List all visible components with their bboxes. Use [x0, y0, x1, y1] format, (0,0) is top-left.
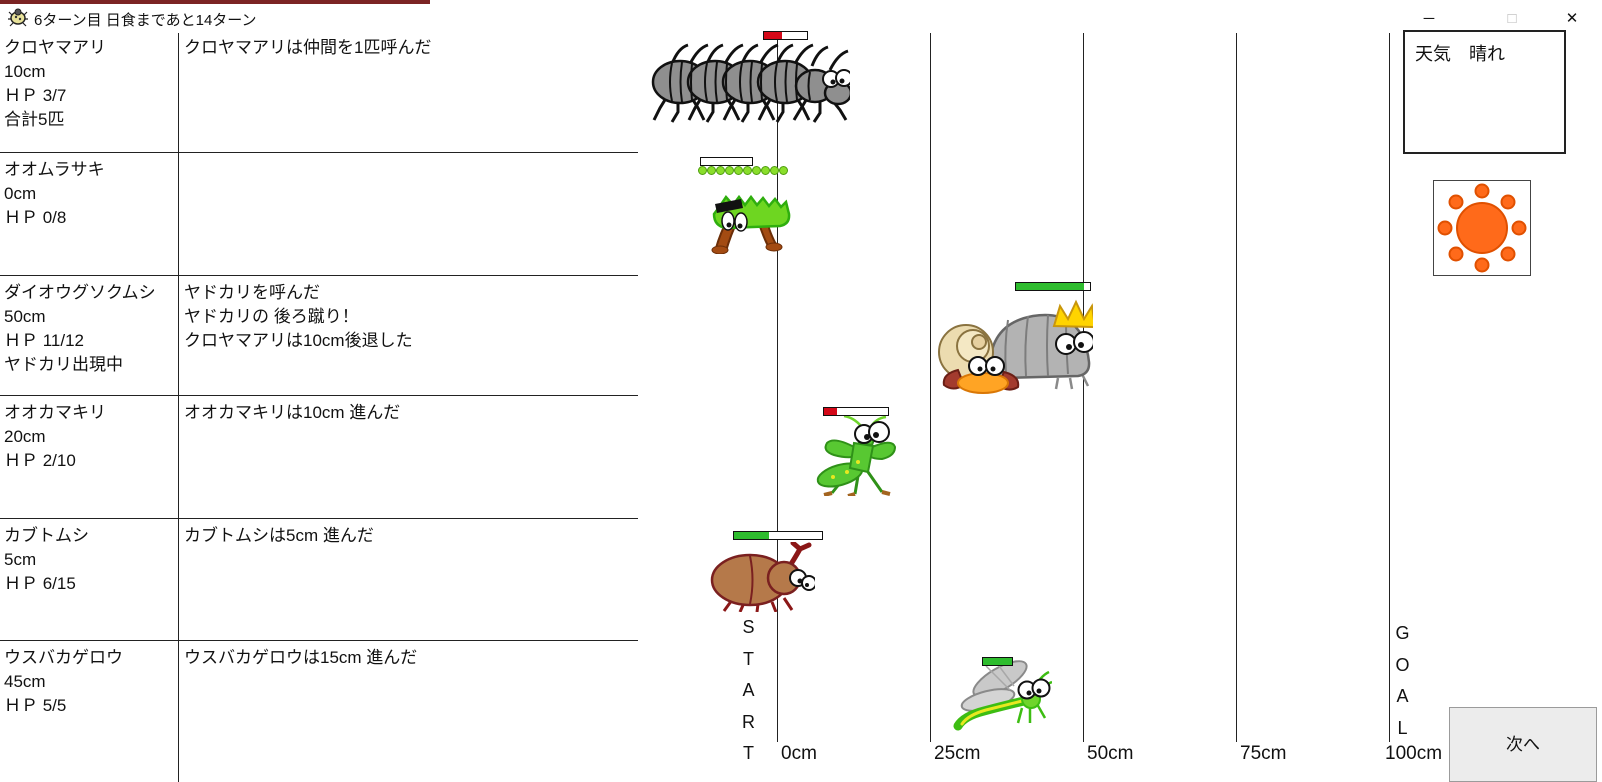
weather-label: 天気 晴れ [1415, 44, 1505, 64]
title-bar: 6ターン目 日食まであと14ターン ─ □ ✕ [0, 4, 1602, 33]
track-line-0cm [777, 33, 778, 742]
bug-stats: オオカマキリ 20cm ＨＰ 2/10 [4, 403, 106, 470]
hp-fill [734, 532, 770, 539]
background-window-edge [0, 0, 430, 4]
kabutomushi-beetle-sprite [710, 542, 815, 612]
row-divider [0, 640, 638, 641]
track-line-75cm [1236, 33, 1237, 742]
egg-dot [761, 166, 770, 175]
kuroyamaari-ant-sprite [651, 43, 850, 123]
row-divider [0, 275, 638, 276]
bug-stats: カブトムシ 5cm ＨＰ 6/15 [4, 526, 89, 593]
bug-stats: ダイオウグソクムシ 50cm ＨＰ 11/12 ヤドカリ出現中 [4, 283, 156, 374]
table-row-daiougusokumushi: ダイオウグソクムシ 50cm ＨＰ 11/12 ヤドカリ出現中 ヤドカリを呼んだ ヤド… [0, 278, 638, 392]
bug-message: ヤドカリを呼んだ ヤドカリの 後ろ蹴り！ クロヤマアリは10cm後退した [184, 283, 413, 350]
track-line-25cm [930, 33, 931, 742]
table-row-usubakagerou: ウスバカゲロウ 45cm ＨＰ 5/5 ウスバカゲロウは15cm 進んだ [0, 643, 638, 782]
bug-app-icon [8, 8, 28, 27]
egg-dot [734, 166, 743, 175]
row-divider [0, 152, 638, 153]
next-turn-button[interactable]: 次へ [1449, 707, 1597, 782]
hp-bar-kabutomushi [733, 531, 823, 540]
table-row-kabutomushi: カブトムシ 5cm ＨＰ 6/15 カブトムシは5cm 進んだ [0, 521, 638, 637]
weather-icon-box [1433, 180, 1531, 276]
egg-dot [716, 166, 725, 175]
maximize-button[interactable]: □ [1507, 10, 1517, 27]
window-title: 6ターン目 日食まであと14ターン [34, 12, 257, 29]
table-row-oomurasaki: オオムラサキ 0cm ＨＰ 0/8 [0, 155, 638, 272]
bug-message: カブトムシは5cm 進んだ [184, 526, 374, 545]
weather-panel: 天気 晴れ [1403, 30, 1566, 154]
egg-dot [752, 166, 761, 175]
hp-fill [983, 658, 1012, 665]
egg-dot [707, 166, 716, 175]
table-row-kuroyamaari: クロヤマアリ 10cm ＨＰ 3/7 合計5匹 クロヤマアリは仲間を1匹呼んだ [0, 33, 638, 152]
table-row-ookamakiri: オオカマキリ 20cm ＨＰ 2/10 オオカマキリは10cm 進んだ [0, 398, 638, 515]
egg-dot [743, 166, 752, 175]
bug-stats: ウスバカゲロウ 45cm ＨＰ 5/5 [4, 648, 123, 715]
egg-dot [698, 166, 707, 175]
bug-message: オオカマキリは10cm 進んだ [184, 403, 401, 422]
hp-fill [1016, 283, 1085, 290]
ookamakiri-mantis-sprite [816, 414, 897, 496]
egg-dot [770, 166, 779, 175]
hp-bar-ookamakiri [823, 407, 889, 416]
sun-icon [1437, 183, 1527, 273]
row-divider [0, 518, 638, 519]
tick-label-25cm: 25cm [934, 743, 981, 764]
hp-bar-oomurasaki [700, 157, 753, 166]
egg-dot [779, 166, 788, 175]
egg-dots-row [698, 166, 788, 175]
hp-bar-usubakagerou [982, 657, 1013, 666]
bug-message: ウスバカゲロウは15cm 進んだ [184, 648, 418, 667]
oomurasaki-larva-sprite [711, 194, 791, 254]
tick-label-100cm: 100cm [1385, 743, 1443, 764]
usubakagerou-lacewing-sprite [953, 660, 1052, 731]
track-line-100cm [1389, 33, 1390, 742]
row-divider [0, 395, 638, 396]
minimize-button[interactable]: ─ [1423, 10, 1435, 27]
bug-stats: オオムラサキ 0cm ＨＰ 0/8 [4, 160, 105, 227]
egg-dot [725, 166, 734, 175]
track-line-50cm [1083, 33, 1084, 742]
table-column-divider [178, 33, 179, 782]
bug-stats: クロヤマアリ 10cm ＨＰ 3/7 合計5匹 [4, 38, 106, 129]
tick-label-50cm: 50cm [1087, 743, 1134, 764]
hp-bar-daiougusokumushi [1015, 282, 1091, 291]
goal-label: GOAL [1395, 623, 1410, 738]
hp-fill [824, 408, 837, 415]
tick-label-0cm: 0cm [781, 743, 817, 764]
hp-fill [764, 32, 783, 39]
close-button[interactable]: ✕ [1565, 10, 1579, 27]
hp-bar-kuroyamaari [763, 31, 808, 40]
tick-label-75cm: 75cm [1240, 743, 1287, 764]
start-label: START [742, 617, 755, 763]
daiougusokumushi-and-yadokari-sprite [938, 299, 1093, 394]
bug-message: クロヤマアリは仲間を1匹呼んだ [184, 38, 432, 57]
